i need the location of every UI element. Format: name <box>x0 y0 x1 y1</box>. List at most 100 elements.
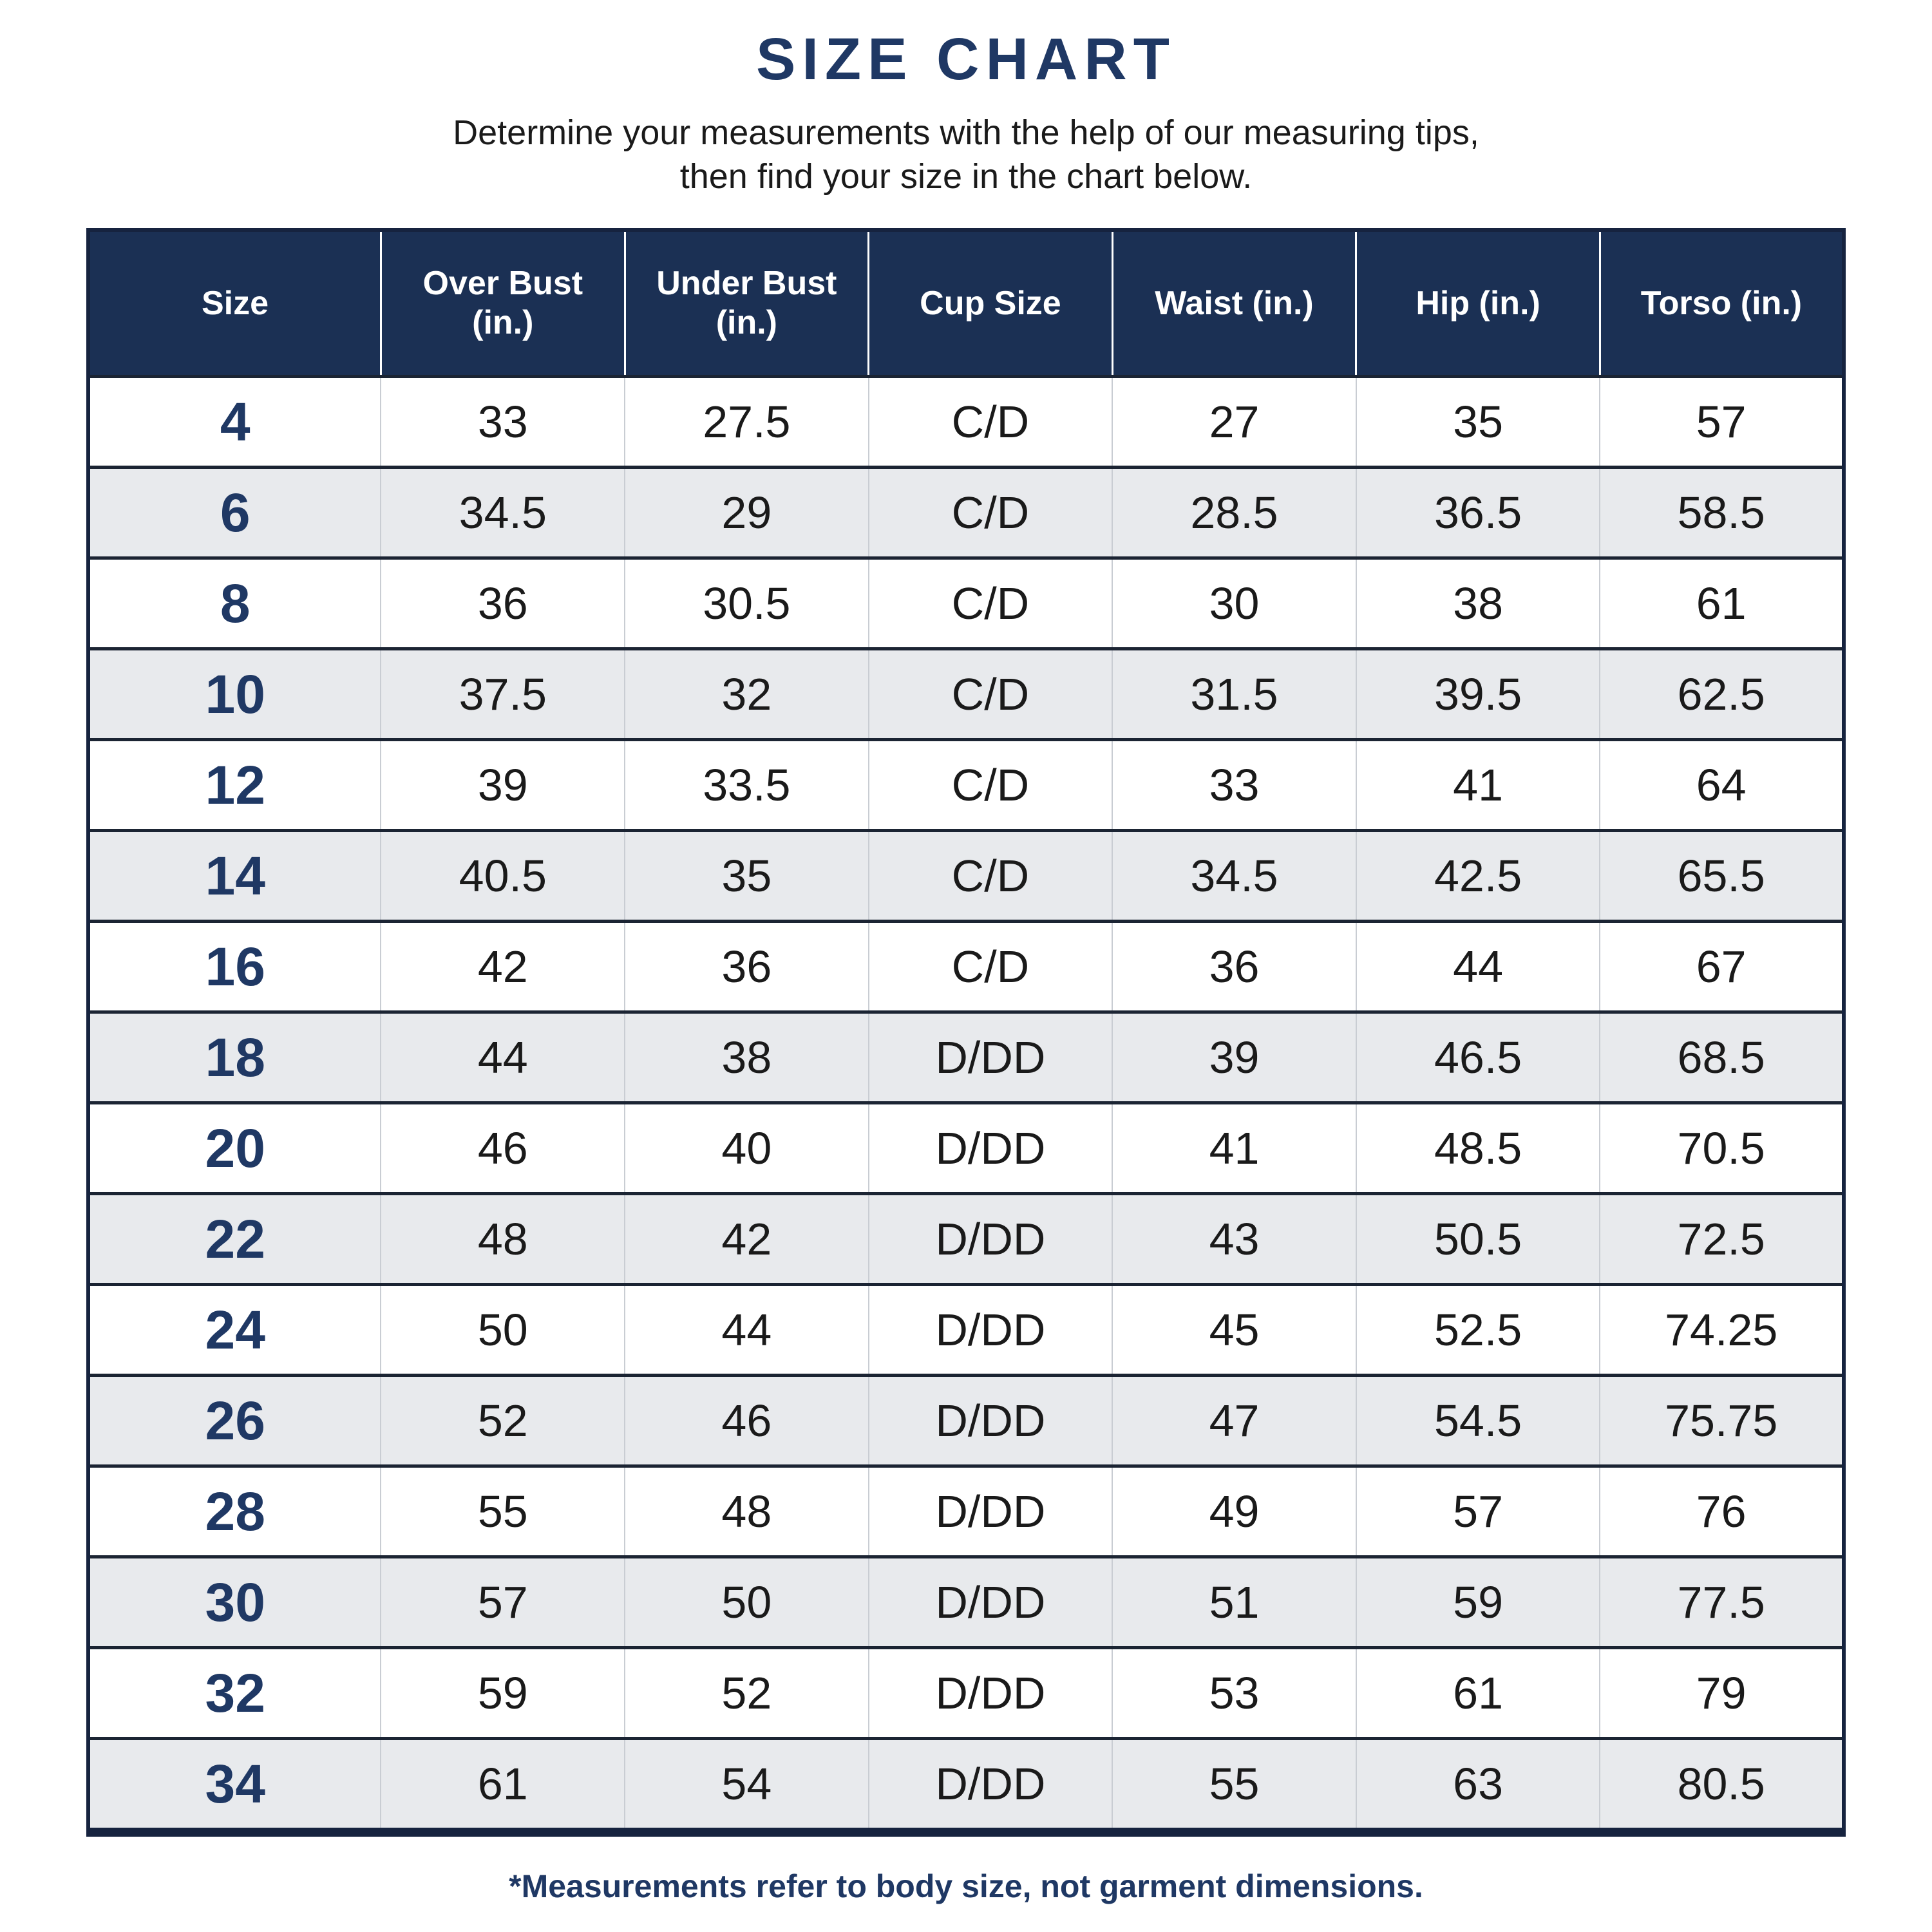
value-cell: 45 <box>1112 1283 1356 1376</box>
table-row: 4 33 27.5 C/D 27 35 57 <box>88 375 1844 468</box>
value-cell: D/DD <box>867 1283 1113 1376</box>
size-cell: 10 <box>88 647 381 740</box>
value-cell: 39.5 <box>1355 647 1600 740</box>
value-cell: 27.5 <box>624 375 869 468</box>
table-row: 14 40.5 35 C/D 34.5 42.5 65.5 <box>88 829 1844 922</box>
value-cell: 43 <box>1112 1192 1356 1285</box>
value-cell: 35 <box>624 829 869 922</box>
value-cell: 58.5 <box>1599 466 1844 558</box>
value-cell: 31.5 <box>1112 647 1356 740</box>
value-cell: C/D <box>867 556 1113 649</box>
value-cell: 48 <box>380 1192 625 1285</box>
value-cell: 67 <box>1599 920 1844 1012</box>
value-cell: 52 <box>624 1646 869 1739</box>
value-cell: 28.5 <box>1112 466 1356 558</box>
value-cell: 63 <box>1355 1737 1600 1833</box>
value-cell: 50 <box>380 1283 625 1376</box>
value-cell: 49 <box>1112 1464 1356 1557</box>
value-cell: 36 <box>624 920 869 1012</box>
value-cell: 77.5 <box>1599 1555 1844 1648</box>
value-cell: D/DD <box>867 1101 1113 1194</box>
value-cell: 38 <box>1355 556 1600 649</box>
value-cell: 57 <box>1355 1464 1600 1557</box>
value-cell: 54 <box>624 1737 869 1833</box>
size-cell: 6 <box>88 466 381 558</box>
value-cell: 53 <box>1112 1646 1356 1739</box>
value-cell: 46.5 <box>1355 1010 1600 1103</box>
table-row: 32 59 52 D/DD 53 61 79 <box>88 1646 1844 1739</box>
size-cell: 24 <box>88 1283 381 1376</box>
header-row: Size Over Bust (in.) Under Bust (in.) Cu… <box>88 230 1844 377</box>
value-cell: 70.5 <box>1599 1101 1844 1194</box>
value-cell: 39 <box>380 738 625 831</box>
value-cell: 50 <box>624 1555 869 1648</box>
column-header-over-bust: Over Bust (in.) <box>379 230 625 377</box>
table-row: 18 44 38 D/DD 39 46.5 68.5 <box>88 1010 1844 1103</box>
value-cell: D/DD <box>867 1010 1113 1103</box>
value-cell: 62.5 <box>1599 647 1844 740</box>
footnote: *Measurements refer to body size, not ga… <box>509 1868 1423 1905</box>
value-cell: 39 <box>1112 1010 1356 1103</box>
value-cell: 57 <box>380 1555 625 1648</box>
value-cell: 40.5 <box>380 829 625 922</box>
column-header-hip: Hip (in.) <box>1355 230 1600 377</box>
value-cell: 33 <box>1112 738 1356 831</box>
value-cell: 32 <box>624 647 869 740</box>
value-cell: 61 <box>1355 1646 1600 1739</box>
size-cell: 32 <box>88 1646 381 1739</box>
value-cell: 47 <box>1112 1374 1356 1466</box>
value-cell: 42 <box>380 920 625 1012</box>
column-header-torso: Torso (in.) <box>1598 230 1844 377</box>
value-cell: C/D <box>867 466 1113 558</box>
value-cell: 54.5 <box>1355 1374 1600 1466</box>
size-cell: 26 <box>88 1374 381 1466</box>
value-cell: 29 <box>624 466 869 558</box>
value-cell: 36.5 <box>1355 466 1600 558</box>
size-cell: 28 <box>88 1464 381 1557</box>
size-cell: 16 <box>88 920 381 1012</box>
size-cell: 14 <box>88 829 381 922</box>
table-row: 30 57 50 D/DD 51 59 77.5 <box>88 1555 1844 1648</box>
value-cell: 61 <box>1599 556 1844 649</box>
value-cell: 79 <box>1599 1646 1844 1739</box>
value-cell: 30 <box>1112 556 1356 649</box>
value-cell: 74.25 <box>1599 1283 1844 1376</box>
value-cell: 34.5 <box>380 466 625 558</box>
value-cell: 46 <box>380 1101 625 1194</box>
value-cell: 51 <box>1112 1555 1356 1648</box>
value-cell: 46 <box>624 1374 869 1466</box>
value-cell: 42.5 <box>1355 829 1600 922</box>
value-cell: 55 <box>1112 1737 1356 1833</box>
size-cell: 12 <box>88 738 381 831</box>
value-cell: 65.5 <box>1599 829 1844 922</box>
value-cell: C/D <box>867 829 1113 922</box>
table-row: 8 36 30.5 C/D 30 38 61 <box>88 556 1844 649</box>
size-cell: 4 <box>88 375 381 468</box>
value-cell: 75.75 <box>1599 1374 1844 1466</box>
value-cell: 41 <box>1355 738 1600 831</box>
value-cell: 34.5 <box>1112 829 1356 922</box>
value-cell: 76 <box>1599 1464 1844 1557</box>
size-cell: 22 <box>88 1192 381 1285</box>
value-cell: 48.5 <box>1355 1101 1600 1194</box>
size-cell: 18 <box>88 1010 381 1103</box>
value-cell: 52 <box>380 1374 625 1466</box>
value-cell: 36 <box>1112 920 1356 1012</box>
value-cell: 57 <box>1599 375 1844 468</box>
value-cell: 42 <box>624 1192 869 1285</box>
value-cell: 44 <box>380 1010 625 1103</box>
value-cell: D/DD <box>867 1646 1113 1739</box>
value-cell: D/DD <box>867 1555 1113 1648</box>
value-cell: D/DD <box>867 1464 1113 1557</box>
size-cell: 8 <box>88 556 381 649</box>
value-cell: 36 <box>380 556 625 649</box>
table-row: 34 61 54 D/DD 55 63 80.5 <box>88 1737 1844 1833</box>
size-cell: 20 <box>88 1101 381 1194</box>
page-title: SIZE CHART <box>756 26 1176 92</box>
value-cell: 59 <box>1355 1555 1600 1648</box>
value-cell: 35 <box>1355 375 1600 468</box>
value-cell: 68.5 <box>1599 1010 1844 1103</box>
table-body: 4 33 27.5 C/D 27 35 57 6 34.5 29 C/D 28.5 36.5 58.5 8 3… <box>88 375 1844 1833</box>
table-row: 10 37.5 32 C/D 31.5 39.5 62.5 <box>88 647 1844 740</box>
page-subtitle: Determine your measurements with the hel… <box>0 111 1932 198</box>
